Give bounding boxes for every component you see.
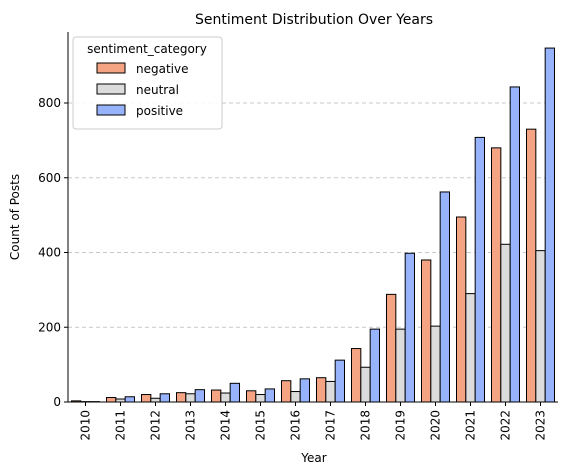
x-tick-label: 2010 <box>79 410 93 441</box>
bar-negative-2021 <box>456 216 467 403</box>
bar-neutral-2014 <box>220 392 231 403</box>
bar-negative-2022 <box>491 147 502 403</box>
bar-negative-2016 <box>281 380 292 403</box>
x-axis-label: Year <box>300 451 326 465</box>
bar-negative-2023 <box>526 128 537 403</box>
y-tick-label: 400 <box>38 246 61 260</box>
legend-label-negative: negative <box>136 62 188 76</box>
legend-swatch-negative <box>96 62 126 74</box>
bar-positive-2020 <box>439 191 450 403</box>
bar-neutral-2021 <box>465 293 476 403</box>
bar-negative-2017 <box>316 377 327 403</box>
bar-negative-2011 <box>106 397 117 403</box>
bar-neutral-2023 <box>535 250 546 403</box>
legend-items: negative neutral positive <box>96 62 188 118</box>
bar-positive-2012 <box>159 393 171 403</box>
x-tick-label: 2023 <box>534 410 548 441</box>
bar-positive-2018 <box>369 328 380 403</box>
bar-negative-2013 <box>176 392 187 403</box>
x-tick-label: 2022 <box>499 410 513 441</box>
bar-neutral-2016 <box>290 391 301 403</box>
x-tick-label: 2019 <box>394 410 408 441</box>
legend-swatch-neutral <box>96 83 126 95</box>
y-tick-label: 200 <box>38 320 61 334</box>
bar-neutral-2020 <box>430 325 441 403</box>
x-tick-label: 2021 <box>464 410 478 441</box>
y-tick-label: 800 <box>38 96 61 110</box>
x-tick-label: 2016 <box>289 410 303 441</box>
y-axis-label: Count of Posts <box>8 174 22 260</box>
legend-title: sentiment_category <box>87 42 207 56</box>
x-tick-label: 2020 <box>429 410 443 441</box>
bar-negative-2012 <box>141 394 152 403</box>
bar-negative-2014 <box>211 389 222 403</box>
bar-neutral-2017 <box>325 380 336 403</box>
bar-neutral-2019 <box>395 328 406 403</box>
bar-neutral-2015 <box>255 394 266 403</box>
bar-negative-2019 <box>386 293 397 403</box>
bar-positive-2015 <box>264 388 275 403</box>
bar-negative-2020 <box>421 259 432 403</box>
y-axis-ticks: 0 200 400 600 800 <box>38 96 68 409</box>
bar-neutral-2018 <box>360 366 371 403</box>
legend: sentiment_category negative neutral positi… <box>72 36 223 130</box>
bar-positive-2013 <box>194 389 206 403</box>
bar-positive-2023 <box>544 47 556 403</box>
chart-title: Sentiment Distribution Over Years <box>195 12 433 28</box>
x-tick-label: 2018 <box>359 410 373 441</box>
legend-label-positive: positive <box>136 104 183 118</box>
axes <box>67 32 558 403</box>
bar-positive-2017 <box>334 359 345 403</box>
bar-negative-2018 <box>351 348 362 403</box>
legend-swatch-positive <box>96 104 126 116</box>
x-tick-label: 2014 <box>219 410 233 441</box>
x-tick-label: 2017 <box>324 410 338 441</box>
legend-label-neutral: neutral <box>136 83 179 97</box>
bar-neutral-2022 <box>500 243 511 403</box>
x-axis-ticks: 2010 2011 2012 2013 2014 2015 2016 2017 2018 2019… <box>79 402 548 441</box>
bar-positive-2014 <box>229 382 241 403</box>
y-tick-label: 0 <box>53 395 61 409</box>
bar-neutral-2012 <box>150 397 161 403</box>
bars-group <box>71 47 556 403</box>
x-tick-label: 2013 <box>184 410 198 441</box>
bar-positive-2022 <box>509 86 520 403</box>
y-tick-label: 600 <box>38 171 61 185</box>
bar-negative-2015 <box>246 390 257 403</box>
bar-neutral-2013 <box>185 393 196 403</box>
bar-positive-2019 <box>404 252 415 403</box>
bar-positive-2021 <box>474 136 485 403</box>
bar-positive-2016 <box>299 378 310 403</box>
bar-positive-2011 <box>124 396 135 403</box>
x-tick-label: 2012 <box>149 410 163 441</box>
x-tick-label: 2011 <box>114 410 128 441</box>
x-tick-label: 2015 <box>254 410 268 441</box>
